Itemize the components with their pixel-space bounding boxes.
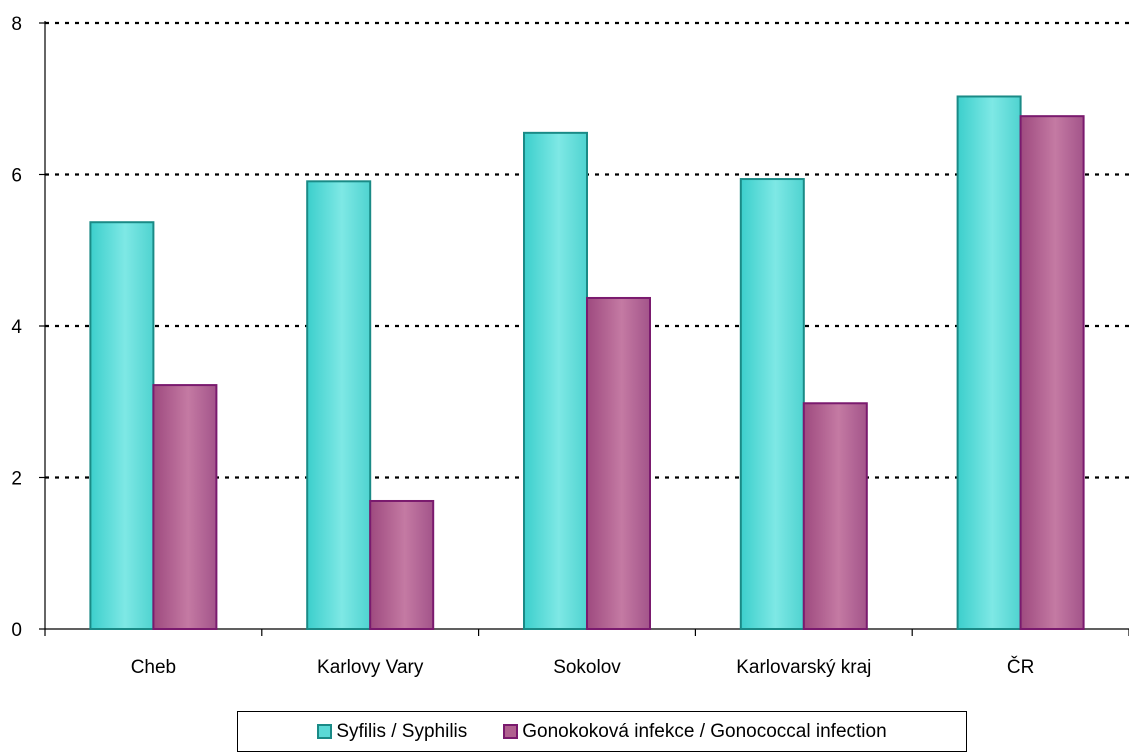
- bar-chart: 0 2 4 6 8 Cheb Karlovy Vary Sokolov Karlovarský …: [11, 14, 1129, 678]
- bar-syphilis-3: [739, 178, 805, 630]
- x-tick-label: Karlovarský kraj: [736, 657, 871, 678]
- bar-syphilis-2: [523, 131, 588, 630]
- x-tick-label: Sokolov: [553, 657, 621, 678]
- legend-swatch-gonococcal: [503, 724, 519, 739]
- y-tick-label: 2: [11, 469, 22, 490]
- y-tick-label: 0: [11, 620, 22, 641]
- bars: [89, 95, 1085, 631]
- legend-label-gonococcal: Gonokoková infekce / Gonococcal infectio…: [522, 720, 887, 742]
- x-tick-label: Cheb: [131, 657, 176, 678]
- legend: Syfilis / Syphilis Gonokoková infekce / …: [237, 711, 967, 752]
- bar-gonococcal-2: [586, 296, 651, 630]
- x-tick-label: Karlovy Vary: [317, 657, 424, 678]
- bar-syphilis-4: [956, 95, 1022, 631]
- bar-gonococcal-0: [152, 384, 218, 630]
- bar-gonococcal-3: [802, 402, 868, 631]
- x-tick-label: ČR: [1007, 656, 1034, 678]
- bar-syphilis-0: [89, 221, 155, 630]
- bar-gonococcal-1: [369, 499, 435, 631]
- y-tick-label: 4: [11, 317, 22, 338]
- legend-label-syphilis: Syfilis / Syphilis: [336, 720, 468, 742]
- y-tick-label: 6: [11, 166, 22, 187]
- y-tick-label: 8: [11, 14, 22, 35]
- tick-labels: 0 2 4 6 8 Cheb Karlovy Vary Sokolov Karlovarský …: [11, 14, 1034, 678]
- legend-item-gonococcal: Gonokoková infekce / Gonococcal infectio…: [503, 720, 887, 743]
- bar-syphilis-1: [306, 180, 372, 630]
- bar-gonococcal-4: [1019, 115, 1085, 631]
- legend-swatch-syphilis: [317, 724, 333, 739]
- legend-item-syphilis: Syfilis / Syphilis: [317, 721, 467, 743]
